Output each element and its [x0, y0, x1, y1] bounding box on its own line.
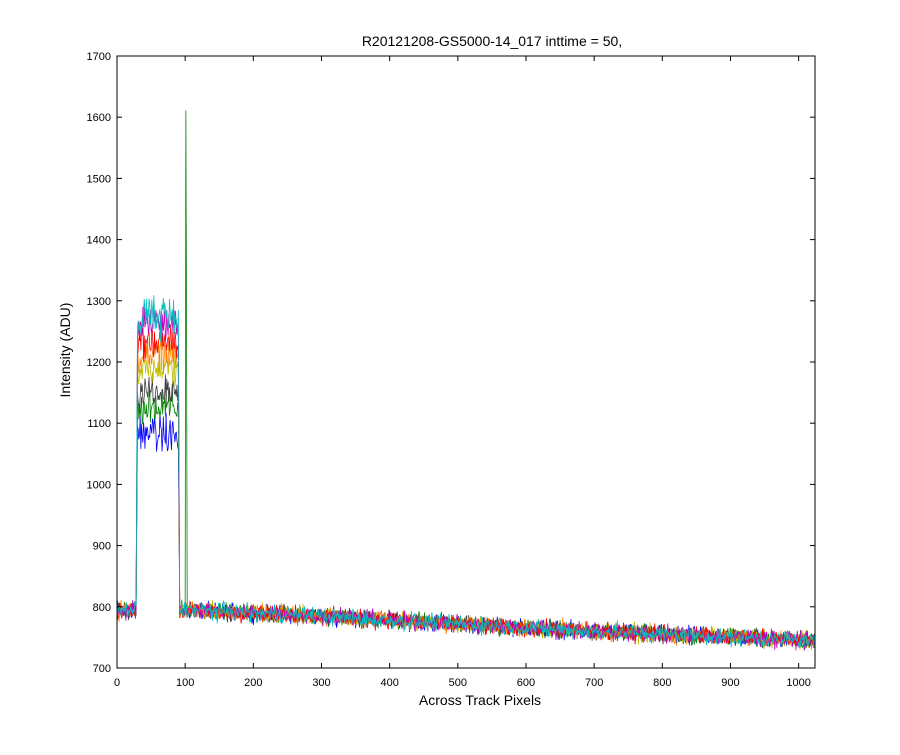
y-axis-ticks: 700 800 900 1000 1100 1200 1300 1400 1500 1600 170…	[87, 51, 815, 675]
y-tick-label: 1100	[87, 418, 111, 430]
y-tick-label: 1200	[87, 357, 111, 369]
x-tick-label: 700	[585, 677, 603, 689]
x-axis-label: Across Track Pixels	[419, 692, 541, 708]
y-tick-label: 1000	[87, 479, 111, 491]
y-tick-label: 1400	[87, 235, 111, 247]
y-tick-label: 1600	[87, 112, 111, 124]
x-tick-label: 1000	[786, 677, 810, 689]
y-tick-label: 800	[93, 602, 111, 614]
y-tick-label: 1700	[87, 51, 111, 63]
x-tick-label: 800	[653, 677, 671, 689]
x-tick-label: 500	[449, 677, 467, 689]
y-axis-label: Intensity (ADU)	[57, 303, 73, 398]
chart-title: R20121208-GS5000-14_017 inttime = 50,	[362, 33, 622, 49]
x-tick-label: 400	[380, 677, 398, 689]
y-tick-label: 1300	[87, 296, 111, 308]
plot-lines	[116, 110, 816, 651]
x-tick-label: 300	[312, 677, 330, 689]
y-tick-label: 700	[93, 663, 111, 675]
x-tick-label: 100	[176, 677, 194, 689]
y-tick-label: 900	[93, 541, 111, 553]
x-tick-label: 0	[114, 677, 120, 689]
x-axis-ticks: 0 100 200 300 400 500 600 700 800 900 1000	[114, 56, 811, 689]
x-tick-label: 200	[244, 677, 262, 689]
series-line	[116, 295, 816, 648]
x-tick-label: 900	[721, 677, 739, 689]
x-tick-label: 600	[517, 677, 535, 689]
y-tick-label: 1500	[87, 173, 111, 185]
